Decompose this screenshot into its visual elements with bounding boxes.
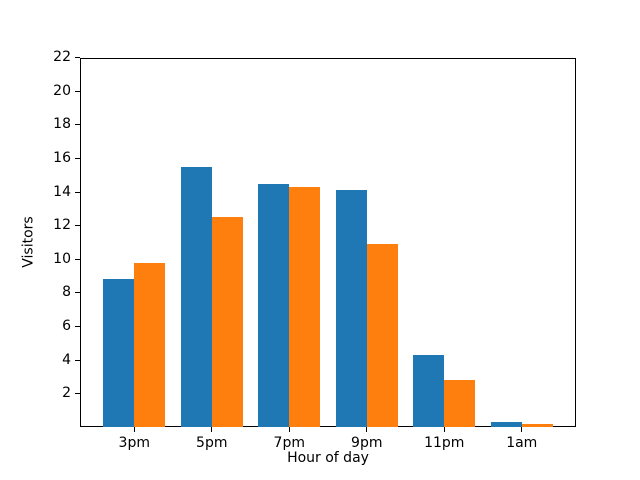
x-tick-mark [521,427,523,433]
x-tick-label: 11pm [424,435,465,452]
x-tick-mark [366,427,368,433]
bars-layer [80,58,576,428]
y-tick-label: 14 [53,183,71,200]
bar-series-2-7pm [289,186,321,428]
y-tick-label: 22 [53,49,71,66]
y-tick-mark [75,393,80,395]
bar-series-1-9pm [335,190,367,428]
y-tick-label: 10 [53,250,71,267]
x-tick-label: 3pm [118,435,150,452]
x-tick-mark [133,427,135,433]
y-tick-mark [75,292,80,294]
x-tick-mark [443,427,445,433]
bar-series-2-11pm [444,380,476,428]
bar-series-2-1am [521,423,553,428]
bar-series-1-7pm [258,183,290,428]
y-tick-mark [75,157,80,159]
y-tick-mark [75,191,80,193]
y-tick-label: 12 [53,217,71,234]
y-tick-mark [75,258,80,260]
bar-series-1-11pm [413,354,445,428]
y-tick-label: 16 [53,149,71,166]
y-tick-label: 20 [53,82,71,99]
bar-series-1-1am [490,422,522,428]
x-tick-label: 1am [506,435,538,452]
bar-series-1-3pm [103,279,135,428]
x-tick-label: 7pm [273,435,305,452]
y-tick-mark [75,225,80,227]
y-tick-mark [75,57,80,59]
x-tick-label: 9pm [351,435,383,452]
y-axis-title: Visitors [20,216,37,268]
y-tick-mark [75,325,80,327]
y-tick-label: 8 [62,284,71,301]
y-tick-mark [75,90,80,92]
bar-series-2-3pm [134,262,166,428]
y-tick-label: 2 [62,385,71,402]
x-tick-mark [211,427,213,433]
y-tick-label: 4 [62,351,71,368]
y-tick-label: 6 [62,317,71,334]
x-axis-title: Hour of day [287,450,369,466]
bar-series-1-5pm [180,166,212,428]
bar-series-2-5pm [211,217,243,428]
x-tick-label: 5pm [196,435,228,452]
y-tick-mark [75,359,80,361]
bar-series-2-9pm [366,244,398,428]
y-tick-mark [75,124,80,126]
x-tick-mark [288,427,290,433]
y-tick-label: 18 [53,116,71,133]
